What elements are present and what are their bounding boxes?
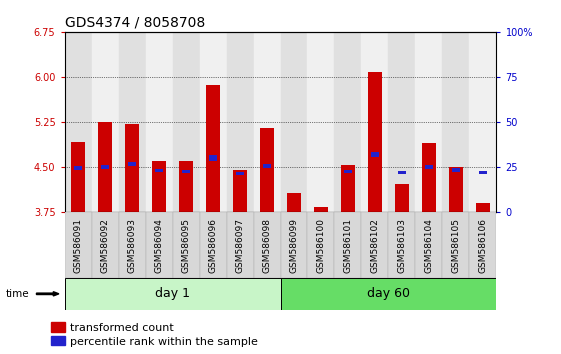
FancyBboxPatch shape [173,212,200,278]
Bar [476,203,490,212]
Bar [260,128,274,212]
Bar [394,184,410,212]
Bar [287,193,301,212]
Text: GSM586097: GSM586097 [236,218,245,273]
Bar [449,167,463,212]
FancyBboxPatch shape [280,278,496,310]
FancyBboxPatch shape [470,212,496,278]
FancyBboxPatch shape [334,212,361,278]
Bar [443,32,470,212]
Text: GSM586101: GSM586101 [343,218,352,273]
FancyBboxPatch shape [65,278,280,310]
Bar [367,72,383,212]
Text: GSM586094: GSM586094 [154,218,163,273]
Bar [145,32,173,212]
Bar [128,162,136,166]
Bar [361,32,388,212]
Bar [416,32,443,212]
Bar [452,169,459,172]
FancyBboxPatch shape [200,212,227,278]
Bar [155,169,163,172]
Text: GSM586095: GSM586095 [182,218,191,273]
Bar [341,165,356,212]
Bar [151,161,167,212]
Text: day 60: day 60 [367,287,410,300]
Bar [182,170,190,173]
Bar [227,32,254,212]
Text: GSM586102: GSM586102 [370,218,379,273]
Text: GSM586091: GSM586091 [73,218,82,273]
Text: GSM586092: GSM586092 [100,218,109,273]
FancyBboxPatch shape [118,212,145,278]
Bar [421,143,436,212]
FancyBboxPatch shape [227,212,254,278]
Bar [91,32,118,212]
FancyBboxPatch shape [65,212,91,278]
Bar [200,32,227,212]
Text: GSM586106: GSM586106 [479,218,488,273]
Bar [205,85,220,212]
Bar [314,207,328,212]
Bar [125,124,140,212]
Bar [371,152,379,157]
Text: time: time [6,289,29,299]
Text: GSM586096: GSM586096 [209,218,218,273]
FancyBboxPatch shape [91,212,118,278]
Text: GSM586093: GSM586093 [127,218,136,273]
Bar [233,170,247,212]
FancyBboxPatch shape [389,212,416,278]
Text: GSM586103: GSM586103 [398,218,407,273]
Bar [173,32,200,212]
FancyBboxPatch shape [280,212,307,278]
FancyBboxPatch shape [361,212,389,278]
Text: GSM586099: GSM586099 [289,218,298,273]
FancyBboxPatch shape [254,212,280,278]
Bar [102,165,109,169]
Bar [98,122,112,212]
FancyBboxPatch shape [443,212,470,278]
Bar [479,171,487,175]
Bar [209,155,217,161]
Bar [389,32,416,212]
Text: GSM586100: GSM586100 [316,218,325,273]
Bar [334,32,361,212]
Bar [118,32,145,212]
Text: day 1: day 1 [155,287,190,300]
Bar [236,172,243,175]
Text: GSM586098: GSM586098 [263,218,272,273]
Bar [178,161,194,212]
Bar [425,165,433,169]
Text: GDS4374 / 8058708: GDS4374 / 8058708 [65,15,205,29]
Bar [65,32,91,212]
Bar [74,166,82,170]
Bar [71,142,85,212]
FancyBboxPatch shape [145,212,173,278]
Bar [344,170,352,173]
Bar [398,171,406,175]
FancyBboxPatch shape [307,212,334,278]
Bar [470,32,496,212]
Text: GSM586105: GSM586105 [452,218,461,273]
Text: GSM586104: GSM586104 [425,218,434,273]
Bar [307,32,334,212]
Bar [254,32,280,212]
Legend: transformed count, percentile rank within the sample: transformed count, percentile rank withi… [51,322,258,347]
Bar [280,32,307,212]
Bar [263,164,271,169]
FancyBboxPatch shape [416,212,443,278]
